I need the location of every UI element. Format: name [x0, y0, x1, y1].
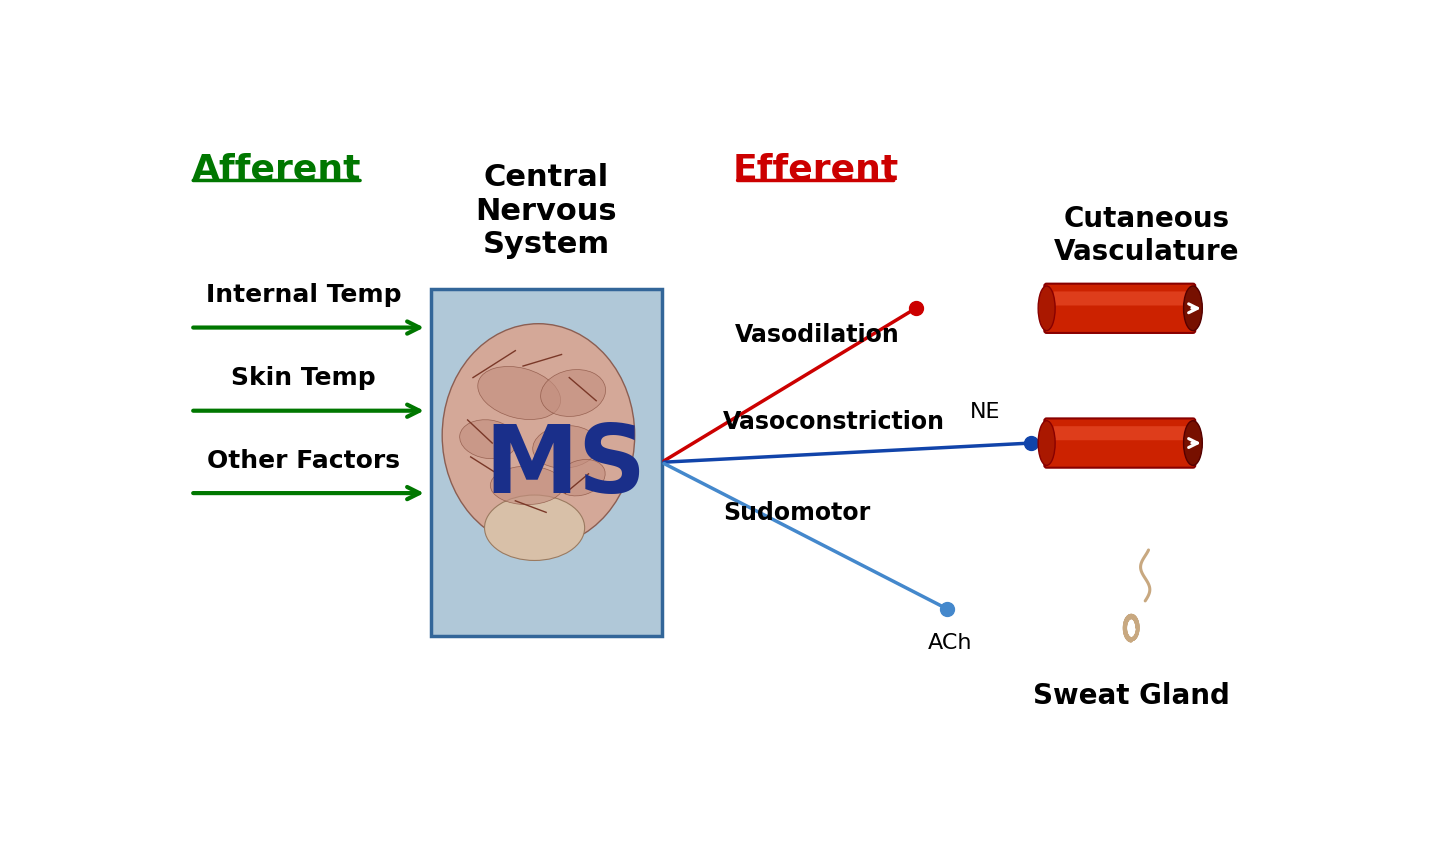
- FancyBboxPatch shape: [1045, 419, 1195, 468]
- Text: NE: NE: [970, 402, 1000, 422]
- Text: Sweat Gland: Sweat Gland: [1033, 681, 1230, 709]
- Ellipse shape: [1183, 421, 1202, 466]
- FancyBboxPatch shape: [431, 289, 662, 636]
- Text: Internal Temp: Internal Temp: [205, 283, 402, 306]
- Text: Other Factors: Other Factors: [207, 448, 400, 472]
- Ellipse shape: [540, 371, 605, 417]
- Ellipse shape: [490, 467, 564, 505]
- Text: Vasodilation: Vasodilation: [736, 322, 900, 346]
- FancyBboxPatch shape: [1053, 427, 1186, 441]
- Text: Skin Temp: Skin Temp: [231, 365, 376, 390]
- FancyBboxPatch shape: [1053, 292, 1186, 306]
- Ellipse shape: [478, 367, 561, 420]
- Text: Vasoconstriction: Vasoconstriction: [724, 410, 945, 434]
- Ellipse shape: [533, 426, 598, 468]
- Text: Central
Nervous
System: Central Nervous System: [475, 163, 617, 259]
- Ellipse shape: [1183, 287, 1202, 331]
- Text: MS: MS: [484, 420, 646, 512]
- Text: Efferent: Efferent: [733, 153, 899, 187]
- Ellipse shape: [1038, 421, 1055, 466]
- Text: Cutaneous
Vasculature: Cutaneous Vasculature: [1053, 205, 1240, 265]
- Ellipse shape: [1038, 287, 1055, 331]
- FancyBboxPatch shape: [1045, 284, 1195, 333]
- Ellipse shape: [556, 460, 605, 496]
- Ellipse shape: [484, 495, 585, 560]
- Text: Afferent: Afferent: [192, 153, 361, 187]
- Text: ACh: ACh: [928, 632, 972, 652]
- Ellipse shape: [460, 420, 517, 459]
- Ellipse shape: [442, 324, 634, 548]
- Text: Sudomotor: Sudomotor: [724, 500, 870, 525]
